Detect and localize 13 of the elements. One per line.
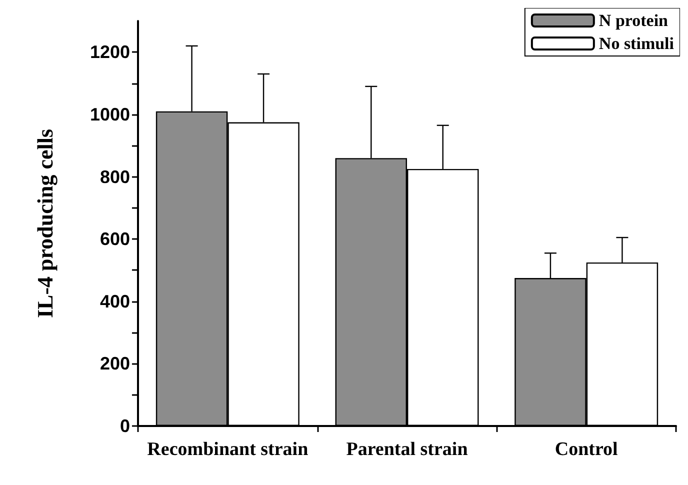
legend-label: N protein [598, 11, 669, 30]
y-tick-label: 1000 [90, 104, 130, 124]
y-axis-title: IL-4 producing cells [32, 128, 58, 318]
y-tick-label: 0 [120, 416, 130, 436]
y-tick-label: 400 [100, 291, 130, 312]
x-tick-label: Parental strain [346, 439, 468, 460]
y-tick-label: 1200 [90, 42, 130, 62]
y-tick-label: 200 [100, 354, 130, 374]
y-tick-label: 800 [100, 166, 130, 187]
y-tick-label: 600 [100, 229, 130, 250]
x-tick-label: Control [554, 439, 618, 460]
legend-label: No stimuli [598, 34, 674, 53]
x-tick-label: Recombinant strain [147, 439, 309, 460]
